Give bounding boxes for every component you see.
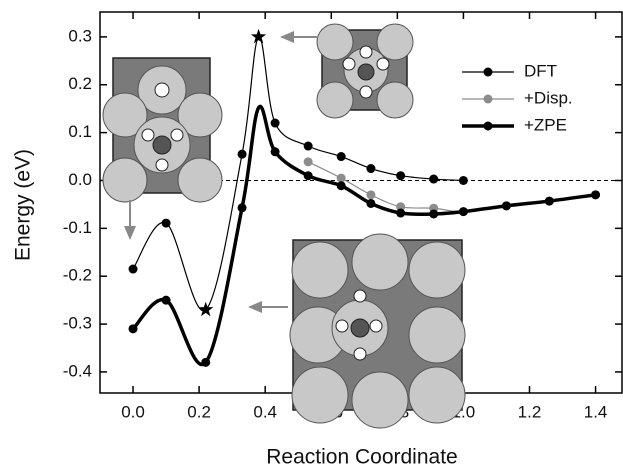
legend-label: +ZPE <box>524 115 567 134</box>
data-point <box>161 218 171 228</box>
data-point <box>303 157 313 167</box>
y-axis-title: Energy (eV) <box>12 149 35 261</box>
data-point <box>270 118 280 128</box>
y-tick-label: 0.1 <box>68 122 92 141</box>
data-point-star <box>198 301 214 317</box>
y-tick-label: -0.2 <box>63 266 92 285</box>
x-tick-label: 0.4 <box>253 402 277 421</box>
data-point <box>201 357 211 367</box>
data-point <box>544 196 554 206</box>
inset-structure-1 <box>102 57 223 203</box>
y-tick-label: -0.1 <box>63 218 92 237</box>
y-tick-label: 0.3 <box>68 26 92 45</box>
y-tick-label: 0.0 <box>68 170 92 189</box>
y-tick-label: -0.4 <box>63 361 92 380</box>
legend-label: +Disp. <box>524 88 573 107</box>
data-point <box>336 152 346 162</box>
y-tick-label: 0.2 <box>68 74 92 93</box>
data-point <box>458 175 468 185</box>
data-point <box>128 264 138 274</box>
x-tick-label: 1.2 <box>518 402 542 421</box>
data-point <box>366 198 376 208</box>
legend-marker <box>483 67 493 77</box>
data-point <box>336 181 346 191</box>
data-point-star <box>250 28 267 44</box>
data-point <box>396 171 406 181</box>
legend-label: DFT <box>524 61 557 80</box>
y-tick-label: -0.3 <box>63 314 92 333</box>
data-point <box>366 164 376 174</box>
data-point <box>591 190 601 200</box>
inset-structure-3 <box>289 233 466 429</box>
data-point <box>396 202 406 212</box>
data-point <box>366 190 376 200</box>
legend-marker <box>483 94 493 104</box>
data-point <box>396 208 406 218</box>
data-point <box>501 201 511 211</box>
x-axis-title: Reaction Coordinate <box>266 446 457 469</box>
data-point <box>237 149 247 159</box>
x-tick-label: 0.0 <box>121 402 145 421</box>
data-point <box>429 174 439 184</box>
data-point <box>429 209 439 219</box>
x-tick-label: 0.2 <box>187 402 211 421</box>
data-point <box>161 295 171 305</box>
data-point <box>336 173 346 183</box>
data-point <box>303 171 313 181</box>
arrows <box>124 31 318 313</box>
legend-marker <box>483 121 493 131</box>
x-tick-label: 1.4 <box>584 402 608 421</box>
data-point <box>458 207 468 217</box>
inset-structure-2 <box>316 23 414 119</box>
data-point <box>303 141 313 151</box>
data-point <box>270 147 280 157</box>
series-line <box>131 104 596 367</box>
data-point <box>128 324 138 334</box>
data-point <box>237 203 247 213</box>
